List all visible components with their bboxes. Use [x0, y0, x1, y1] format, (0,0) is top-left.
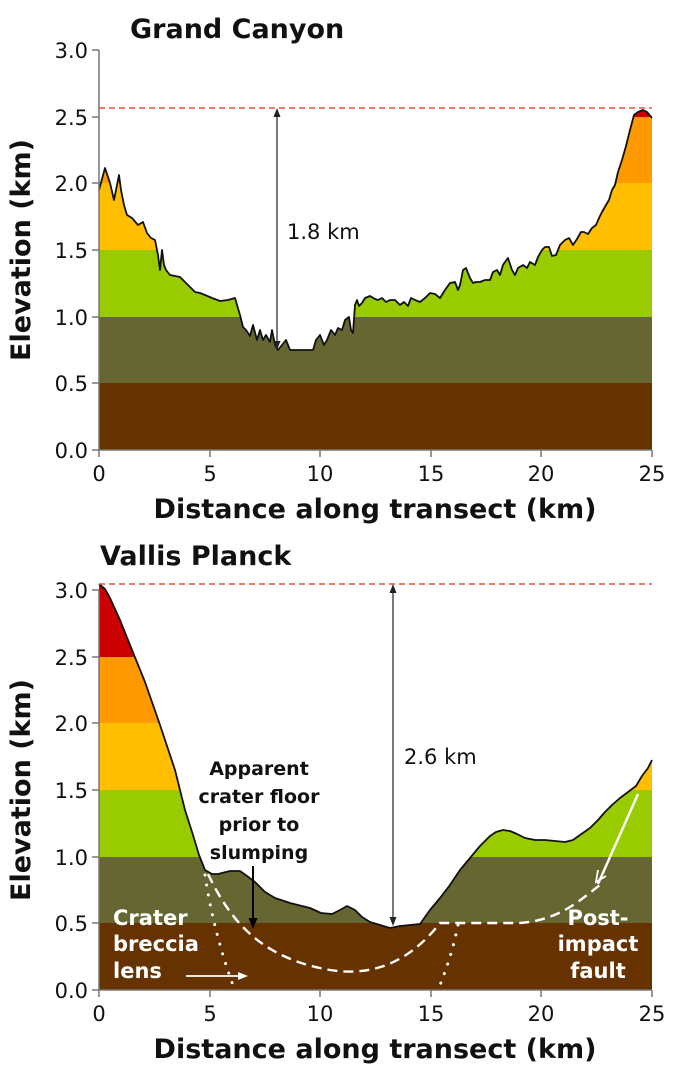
svg-text:crater floor: crater floor — [199, 786, 321, 808]
band-0.0-0.5 — [99, 923, 652, 990]
svg-text:1.5: 1.5 — [55, 239, 88, 263]
band-2.0-2.5 — [99, 657, 652, 723]
band-1.5-2.0 — [99, 723, 652, 790]
breccia-lens-dotted-left — [203, 873, 236, 990]
top-axes — [92, 49, 653, 457]
band-0.0-0.5 — [99, 383, 652, 450]
bottom-depth-label: 2.6 km — [404, 745, 477, 769]
post-impact-fault-annotation: Post- impact fault — [558, 906, 639, 983]
top-depth-label: 1.8 km — [287, 220, 360, 244]
svg-text:5: 5 — [203, 1002, 216, 1026]
arrow-up-icon — [389, 584, 397, 593]
svg-text:25: 25 — [639, 1002, 666, 1026]
band-2.0-2.5 — [99, 117, 652, 183]
svg-text:3.0: 3.0 — [55, 579, 88, 603]
bottom-x-tick-labels: 0 5 10 15 20 25 — [92, 1002, 665, 1026]
svg-text:20: 20 — [528, 1002, 555, 1026]
band-2.5-3.0 — [99, 584, 652, 657]
svg-text:5: 5 — [203, 462, 216, 486]
apparent-crater-floor-dashed-line — [206, 873, 601, 973]
svg-text:1.0: 1.0 — [55, 306, 88, 330]
svg-text:Crater: Crater — [113, 906, 188, 930]
svg-text:20: 20 — [528, 462, 555, 486]
top-terrain-fill — [99, 110, 652, 450]
svg-text:0.0: 0.0 — [55, 979, 88, 1003]
bottom-y-axis-label: Elevation (km) — [6, 679, 37, 901]
svg-text:2.5: 2.5 — [55, 646, 88, 670]
band-0.5-1.0 — [99, 317, 652, 383]
svg-text:impact: impact — [558, 932, 639, 956]
top-terrain-profile-line — [98, 109, 653, 351]
svg-text:breccia: breccia — [113, 932, 199, 956]
svg-text:2.0: 2.0 — [55, 172, 88, 196]
svg-text:15: 15 — [418, 1002, 445, 1026]
bottom-chart-title: Vallis Planck — [100, 541, 292, 572]
top-x-tick-labels: 0 5 10 15 20 25 — [92, 462, 665, 486]
top-y-tick-labels: 3.0 2.5 2.0 1.5 1.0 0.5 0.0 — [55, 39, 88, 463]
bottom-y-tick-labels: 3.0 2.5 2.0 1.5 1.0 0.5 0.0 — [55, 579, 88, 1003]
post-impact-fault-line — [596, 793, 640, 885]
arrow-up-icon — [273, 108, 281, 117]
svg-text:15: 15 — [418, 462, 445, 486]
crater-breccia-lens-annotation: Crater breccia lens — [113, 906, 199, 983]
arrow-down-icon — [389, 917, 397, 926]
svg-text:0: 0 — [92, 1002, 105, 1026]
bottom-terrain-profile-line — [98, 583, 653, 929]
bottom-axes — [92, 589, 653, 997]
svg-text:2.0: 2.0 — [55, 712, 88, 736]
top-x-axis-label: Distance along transect (km) — [154, 494, 597, 525]
top-chart-title: Grand Canyon — [130, 14, 344, 45]
svg-text:0.5: 0.5 — [55, 912, 88, 936]
svg-text:Post-: Post- — [567, 906, 628, 930]
arrow-down-icon — [273, 341, 281, 350]
svg-text:0.0: 0.0 — [55, 439, 88, 463]
svg-text:1.5: 1.5 — [55, 779, 88, 803]
fault-slip-arrow-icon — [594, 869, 607, 884]
top-y-axis-label: Elevation (km) — [6, 139, 37, 361]
arrow-down-icon — [248, 918, 258, 929]
band-1.5-2.0 — [99, 183, 652, 250]
band-1.0-1.5 — [99, 250, 652, 317]
svg-text:10: 10 — [307, 462, 334, 486]
svg-text:fault: fault — [570, 959, 626, 983]
svg-text:10: 10 — [307, 1002, 334, 1026]
bottom-x-axis-label: Distance along transect (km) — [154, 1034, 597, 1065]
svg-text:prior to: prior to — [219, 814, 300, 836]
svg-text:0: 0 — [92, 462, 105, 486]
band-2.5-3.0 — [99, 110, 652, 117]
apparent-crater-floor-annotation: Apparent crater floor prior to slumping — [199, 758, 321, 864]
svg-text:3.0: 3.0 — [55, 39, 88, 63]
svg-text:0.5: 0.5 — [55, 372, 88, 396]
svg-text:slumping: slumping — [210, 842, 308, 864]
breccia-lens-dotted-right — [438, 923, 460, 987]
svg-text:25: 25 — [639, 462, 666, 486]
arrow-right-icon — [238, 972, 248, 980]
svg-text:Apparent: Apparent — [209, 758, 309, 780]
svg-text:lens: lens — [113, 959, 162, 983]
svg-text:2.5: 2.5 — [55, 106, 88, 130]
svg-text:1.0: 1.0 — [55, 846, 88, 870]
